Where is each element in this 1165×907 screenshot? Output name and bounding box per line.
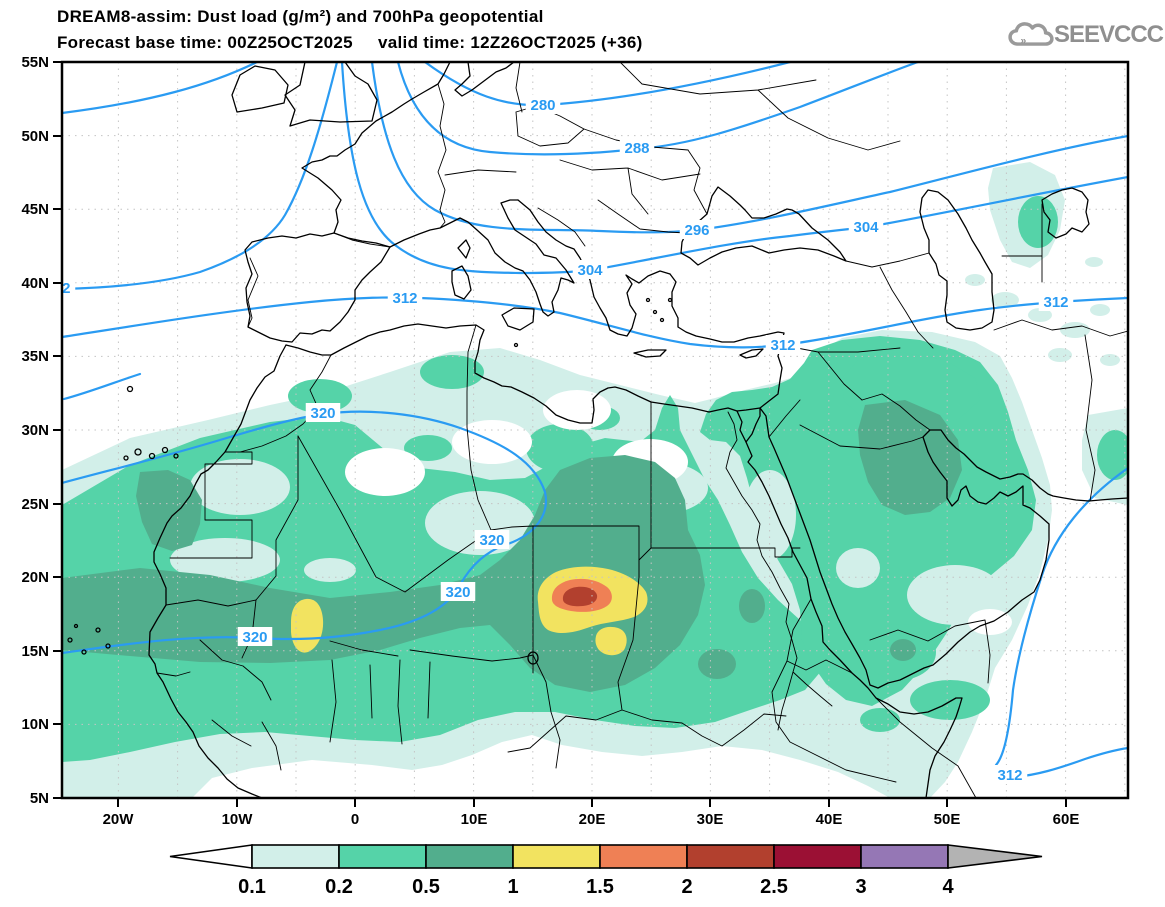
contour-label-bg bbox=[387, 288, 423, 307]
contour-label-bg bbox=[525, 95, 561, 114]
contour-320 bbox=[62, 410, 548, 655]
colorbar-tick-label: 2 bbox=[681, 876, 692, 898]
contour-upperleft bbox=[62, 62, 259, 115]
x-tick-label: 50E bbox=[934, 811, 961, 828]
colorbar-box bbox=[251, 844, 340, 869]
x-tick-label: 20W bbox=[103, 811, 135, 828]
x-tick-label: 60E bbox=[1053, 811, 1080, 828]
contour-label: 304 bbox=[853, 219, 879, 236]
cloud-icon: » bbox=[1008, 22, 1054, 46]
contour-label: 312 bbox=[770, 337, 795, 354]
geopotential-contours bbox=[62, 62, 1128, 779]
page-subtitle: Forecast base time: 00Z25OCT2025 valid t… bbox=[57, 33, 643, 52]
y-tick-label: 25N bbox=[21, 496, 49, 513]
x-tick-label: 10E bbox=[461, 811, 488, 828]
contour-label-bg bbox=[305, 403, 341, 422]
contour-label-bg bbox=[765, 335, 801, 354]
contour-label-bg bbox=[1038, 292, 1074, 311]
logo-text: SEEVCCC bbox=[1053, 21, 1164, 48]
coastlines bbox=[67, 62, 1128, 798]
colorbar-tick-label: 0.1 bbox=[238, 876, 266, 898]
y-tick-label: 45N bbox=[21, 201, 49, 218]
page-title: DREAM8-assim: Dust load (g/m²) and 700hP… bbox=[57, 7, 544, 26]
colorbar-below-arrow bbox=[169, 844, 253, 869]
contour-288 bbox=[396, 62, 920, 156]
contour-label: 288 bbox=[624, 140, 649, 157]
dust-shading-layer bbox=[62, 162, 1128, 798]
svg-text:»: » bbox=[1021, 35, 1027, 46]
y-tick-label: 20N bbox=[21, 569, 49, 586]
contour-312-southeast bbox=[993, 466, 1128, 779]
colorbar-tick-label: 3 bbox=[855, 876, 866, 898]
contour-label: 312 bbox=[997, 767, 1022, 784]
colorbar-box bbox=[425, 844, 514, 869]
contour-312-west bbox=[62, 62, 339, 291]
y-tick-label: 15N bbox=[21, 643, 49, 660]
y-tick-label: 5N bbox=[30, 790, 49, 807]
contour-label-bg bbox=[679, 220, 715, 239]
colorbar-box bbox=[599, 844, 688, 869]
colorbar-legend: 0.1 0.2 0.5 1 1.5 2 2.5 3 4 bbox=[169, 844, 1043, 898]
colorbar-tick-label: 1 bbox=[507, 876, 518, 898]
contour-312-main bbox=[62, 296, 1128, 349]
contour-label-bg bbox=[619, 138, 655, 157]
colorbar-box bbox=[686, 844, 775, 869]
gridlines bbox=[62, 62, 1128, 798]
contour-label: 320 bbox=[242, 629, 267, 646]
contour-304 bbox=[340, 62, 1128, 275]
contour-label-bg bbox=[474, 530, 510, 549]
contour-label-bg bbox=[237, 627, 273, 646]
x-tick-label: 30E bbox=[697, 811, 724, 828]
seevccc-logo: » SEEVCCC bbox=[1008, 12, 1164, 58]
contour-label: 320 bbox=[310, 405, 335, 422]
x-tick-label: 20E bbox=[579, 811, 606, 828]
y-tick-label: 10N bbox=[21, 716, 49, 733]
y-tick-label: 50N bbox=[21, 128, 49, 145]
colorbar-box bbox=[860, 844, 949, 869]
country-borders bbox=[156, 62, 1128, 798]
colorbar-tick-label: 4 bbox=[942, 876, 954, 898]
contour-label-bg bbox=[62, 278, 76, 297]
contour-labels: 280 288 296 304 304 312 312 312 312 312 320 320 320 3… bbox=[45, 95, 1074, 784]
x-tick-label: 0 bbox=[351, 811, 359, 828]
contour-label: 280 bbox=[530, 97, 555, 114]
colorbar-box bbox=[512, 844, 601, 869]
contour-label: 312 bbox=[45, 280, 70, 297]
contour-label: 312 bbox=[1043, 294, 1068, 311]
contour-label-bg bbox=[440, 582, 476, 601]
contour-label: 320 bbox=[479, 532, 504, 549]
y-tick-label: 30N bbox=[21, 422, 49, 439]
colorbar-tick-label: 2.5 bbox=[760, 876, 788, 898]
y-tick-label: 35N bbox=[21, 348, 49, 365]
y-tick-label: 55N bbox=[21, 54, 49, 71]
colorbar-tick-label: 0.5 bbox=[412, 876, 440, 898]
contour-label: 320 bbox=[445, 584, 470, 601]
contour-atlantic bbox=[62, 372, 142, 401]
y-tick-label: 40N bbox=[21, 275, 49, 292]
contour-label-bg bbox=[848, 217, 884, 236]
contour-label-bg bbox=[572, 260, 608, 279]
contour-label-bg bbox=[992, 765, 1028, 784]
x-tick-label: 40E bbox=[816, 811, 843, 828]
x-tick-label: 10W bbox=[222, 811, 254, 828]
colorbar-box bbox=[338, 844, 427, 869]
contour-label: 304 bbox=[577, 262, 603, 279]
contour-label: 312 bbox=[392, 290, 417, 307]
colorbar-tick-label: 0.2 bbox=[325, 876, 353, 898]
colorbar-tick-label: 1.5 bbox=[586, 876, 614, 898]
contour-label: 296 bbox=[684, 222, 709, 239]
colorbar-above-arrow bbox=[947, 844, 1043, 869]
title-block: DREAM8-assim: Dust load (g/m²) and 700hP… bbox=[57, 4, 643, 56]
axes: 20W 10W 0 10E 20E 30E 40E 50E 60E 55N 50N 45N 40N 35N… bbox=[21, 54, 1079, 828]
colorbar-box bbox=[773, 844, 862, 869]
